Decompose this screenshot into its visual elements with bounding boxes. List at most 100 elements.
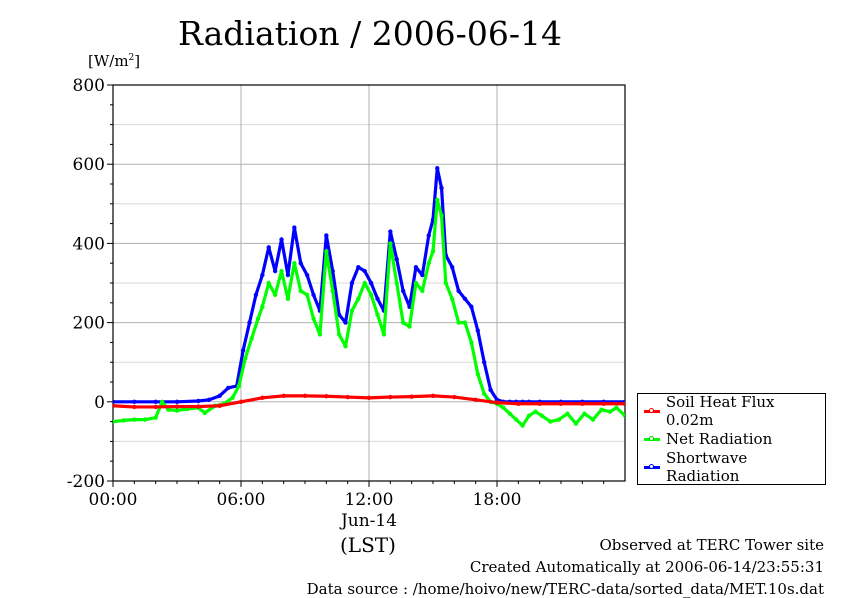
x-tick-label: 06:00 xyxy=(217,490,266,510)
data-point-soil-heat-flux-0-02m xyxy=(324,394,329,399)
data-point-net-radiation xyxy=(317,332,323,337)
data-point-net-radiation xyxy=(420,288,425,294)
data-point-shortwave-radiation xyxy=(260,272,265,278)
data-point-net-radiation xyxy=(272,292,278,298)
data-point-net-radiation xyxy=(292,261,297,266)
data-point-net-radiation xyxy=(159,399,165,404)
data-point-shortwave-radiation xyxy=(475,328,480,333)
data-point-shortwave-radiation xyxy=(356,264,361,270)
data-point-soil-heat-flux-0-02m xyxy=(302,393,308,399)
data-point-soil-heat-flux-0-02m xyxy=(153,404,158,410)
data-point-net-radiation xyxy=(330,288,335,294)
data-point-net-radiation xyxy=(142,417,148,422)
y-axis-unit: [W/m2] xyxy=(88,52,141,70)
data-point-net-radiation xyxy=(132,417,137,422)
data-point-net-radiation xyxy=(260,304,265,309)
data-point-net-radiation xyxy=(501,405,506,410)
data-point-net-radiation xyxy=(255,316,261,321)
y-tick-label: -200 xyxy=(67,472,105,492)
data-point-net-radiation xyxy=(249,336,254,341)
data-point-shortwave-radiation xyxy=(420,272,425,278)
data-point-net-radiation xyxy=(539,413,544,418)
data-point-soil-heat-flux-0-02m xyxy=(388,394,393,400)
data-source-note: Data source : /home/hoivo/new/TERC-data/… xyxy=(306,580,824,598)
data-point-shortwave-radiation xyxy=(266,245,271,250)
data-point-shortwave-radiation xyxy=(426,233,431,238)
data-point-net-radiation xyxy=(362,280,367,286)
data-point-soil-heat-flux-0-02m xyxy=(516,401,521,406)
data-point-soil-heat-flux-0-02m xyxy=(473,397,478,403)
y-tick-label: 0 xyxy=(94,393,105,413)
data-point-shortwave-radiation xyxy=(196,398,201,404)
data-point-soil-heat-flux-0-02m xyxy=(430,393,436,399)
data-point-shortwave-radiation xyxy=(311,292,316,298)
data-point-net-radiation xyxy=(243,356,248,361)
data-point-net-radiation xyxy=(298,288,303,294)
data-point-shortwave-radiation xyxy=(482,360,487,365)
data-point-shortwave-radiation xyxy=(450,264,455,270)
legend-label: Soil Heat Flux 0.02m xyxy=(665,393,775,429)
data-point-shortwave-radiation xyxy=(469,304,474,309)
data-point-net-radiation xyxy=(368,292,374,298)
data-point-net-radiation xyxy=(462,320,468,325)
data-point-shortwave-radiation xyxy=(153,399,158,404)
data-point-shortwave-radiation xyxy=(488,387,493,393)
data-point-shortwave-radiation xyxy=(349,280,355,286)
data-point-net-radiation xyxy=(336,332,342,337)
data-point-shortwave-radiation xyxy=(435,165,440,171)
data-point-net-radiation xyxy=(526,413,532,418)
data-point-net-radiation xyxy=(343,344,348,349)
data-point-shortwave-radiation xyxy=(375,296,380,302)
data-point-net-radiation xyxy=(349,308,355,313)
data-point-shortwave-radiation xyxy=(292,225,297,230)
data-point-shortwave-radiation xyxy=(343,320,348,325)
data-point-soil-heat-flux-0-02m xyxy=(132,404,137,410)
data-point-net-radiation xyxy=(573,421,579,426)
data-point-net-radiation xyxy=(279,268,284,274)
x-tick-label: 18:00 xyxy=(473,490,522,510)
data-point-net-radiation xyxy=(435,197,440,203)
data-point-net-radiation xyxy=(439,213,444,218)
data-point-shortwave-radiation xyxy=(217,393,222,399)
data-point-soil-heat-flux-0-02m xyxy=(260,395,265,401)
data-point-net-radiation xyxy=(622,413,625,418)
data-point-net-radiation xyxy=(514,417,519,422)
x-tick-label: 12:00 xyxy=(345,490,394,510)
chart-legend: Soil Heat Flux 0.02m Net Radiation Short… xyxy=(637,393,826,485)
data-point-shortwave-radiation xyxy=(206,397,212,403)
data-point-net-radiation xyxy=(324,249,329,254)
data-point-net-radiation xyxy=(121,418,126,423)
x-date-label: Jun-14 xyxy=(339,511,397,531)
data-point-soil-heat-flux-0-02m xyxy=(622,401,625,406)
data-point-shortwave-radiation xyxy=(400,288,406,294)
data-point-net-radiation xyxy=(413,280,419,286)
data-point-net-radiation xyxy=(266,280,271,286)
legend-item-net-radiation: Net Radiation xyxy=(644,429,772,449)
data-point-net-radiation xyxy=(356,296,361,302)
data-point-soil-heat-flux-0-02m xyxy=(452,394,457,400)
data-point-soil-heat-flux-0-02m xyxy=(345,394,350,400)
data-point-net-radiation xyxy=(430,249,436,254)
data-point-net-radiation xyxy=(285,296,291,302)
data-point-soil-heat-flux-0-02m xyxy=(196,404,201,409)
data-point-net-radiation xyxy=(556,417,562,422)
data-point-net-radiation xyxy=(590,417,596,422)
data-point-net-radiation xyxy=(113,419,116,424)
data-point-net-radiation xyxy=(450,296,455,302)
data-point-net-radiation xyxy=(236,383,242,389)
data-point-shortwave-radiation xyxy=(362,268,367,274)
data-point-soil-heat-flux-0-02m xyxy=(537,401,542,406)
y-tick-label: 800 xyxy=(73,76,105,96)
data-point-net-radiation xyxy=(400,320,406,325)
data-point-net-radiation xyxy=(599,407,604,412)
data-point-shortwave-radiation xyxy=(285,272,291,278)
legend-label: Shortwave Radiation xyxy=(665,449,748,485)
data-point-net-radiation xyxy=(456,320,461,325)
data-point-soil-heat-flux-0-02m xyxy=(238,399,244,404)
data-point-shortwave-radiation xyxy=(247,320,252,325)
created-note: Created Automatically at 2006-06-14/23:5… xyxy=(469,558,824,576)
data-point-shortwave-radiation xyxy=(174,399,180,404)
data-point-soil-heat-flux-0-02m xyxy=(174,404,180,409)
data-point-shortwave-radiation xyxy=(462,296,468,302)
